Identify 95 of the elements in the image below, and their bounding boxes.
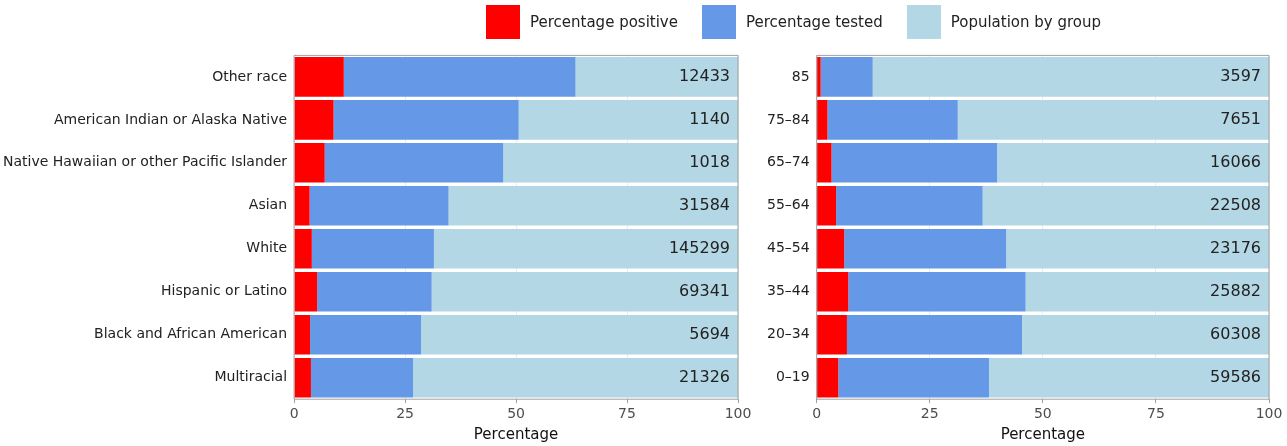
y-tick-label: White: [246, 239, 288, 256]
y-tick-label: 35–44: [766, 282, 810, 299]
bar: [333, 100, 519, 140]
bar: [1006, 229, 1269, 269]
y-tick-label: Multiracial: [214, 368, 288, 385]
x-tick-label: 100: [724, 405, 752, 422]
y-tick-label: Hispanic or Latino: [161, 282, 288, 299]
annotation: 1140: [689, 109, 730, 129]
y-tick-label: 20–34: [766, 325, 810, 342]
bar: [448, 186, 738, 226]
bar: [421, 314, 738, 355]
bar: [294, 357, 311, 398]
bar: [309, 186, 449, 226]
bar: [827, 100, 958, 140]
y-tick-label: Black and African American: [94, 325, 288, 342]
x-tick-label: 0: [812, 405, 822, 422]
legend-label: Percentage tested: [745, 13, 883, 31]
bar: [294, 186, 310, 226]
bar: [997, 143, 1269, 183]
bar: [518, 100, 738, 140]
bar: [817, 271, 849, 312]
bar: [294, 143, 325, 183]
annotation: 12433: [679, 66, 730, 86]
x-tick-label: 0: [289, 405, 299, 422]
annotation: 69341: [679, 280, 730, 300]
bar: [433, 229, 738, 269]
bar: [846, 314, 1023, 355]
y-tick-label: Native Hawaiian or other Pacific Islander: [2, 153, 288, 170]
bar: [294, 271, 318, 312]
annotation: 60308: [1210, 323, 1261, 343]
y-tick-label: Asian: [248, 196, 288, 213]
annotation: 1018: [689, 151, 730, 171]
bar: [817, 143, 832, 183]
bar: [817, 229, 845, 269]
bar: [817, 186, 837, 226]
y-tick-label: 65–74: [766, 153, 810, 170]
y-tick-label: 75–84: [766, 110, 810, 127]
bar: [844, 229, 1007, 269]
x-axis-title: Percentage: [473, 424, 559, 443]
bar: [294, 57, 344, 97]
bar: [831, 143, 998, 183]
x-tick-label: 50: [507, 405, 525, 422]
bar: [431, 271, 738, 312]
legend-label: Percentage positive: [529, 13, 678, 31]
annotation: 16066: [1210, 151, 1261, 171]
bar: [982, 186, 1269, 226]
x-axis-title: Percentage: [1000, 424, 1086, 443]
y-tick-label: Other race: [212, 67, 288, 84]
bar: [838, 357, 989, 398]
x-tick-label: 75: [618, 405, 636, 422]
x-tick-label: 100: [1255, 405, 1283, 422]
annotation: 59586: [1210, 366, 1261, 386]
bar: [294, 229, 312, 269]
bar: [294, 100, 334, 140]
annotation: 22508: [1210, 194, 1261, 214]
y-tick-label: 0–19: [775, 368, 810, 385]
bar: [817, 357, 839, 398]
annotation: 3597: [1220, 66, 1261, 86]
bar: [820, 57, 873, 97]
annotation: 7651: [1220, 109, 1261, 129]
bar: [817, 57, 821, 97]
y-tick-label: 85: [791, 67, 810, 84]
x-tick-label: 50: [1033, 405, 1052, 422]
bar: [324, 143, 504, 183]
annotation: 21326: [679, 366, 730, 386]
bar: [872, 57, 1269, 97]
annotation: 5694: [689, 323, 730, 343]
x-tick-label: 75: [1146, 405, 1165, 422]
bar: [311, 229, 434, 269]
bar: [317, 271, 432, 312]
bar: [817, 100, 828, 140]
bar: [848, 271, 1026, 312]
bar: [503, 143, 738, 183]
y-tick-label: American Indian or Alaska Native: [53, 110, 288, 127]
annotation: 31584: [679, 194, 730, 214]
bar: [836, 186, 983, 226]
bar: [343, 57, 576, 97]
bar: [1022, 314, 1269, 355]
legend-label: Population by group: [950, 13, 1102, 31]
x-tick-label: 25: [396, 405, 414, 422]
annotation: 23176: [1210, 237, 1261, 257]
y-tick-label: 45–54: [766, 239, 810, 256]
bar: [988, 357, 1269, 398]
bar: [294, 314, 311, 355]
bar: [310, 357, 414, 398]
y-tick-label: 55–64: [766, 196, 810, 213]
bar: [1025, 271, 1269, 312]
annotation: 25882: [1210, 280, 1261, 300]
bar: [957, 100, 1269, 140]
x-tick-label: 25: [920, 405, 939, 422]
annotation: 145299: [668, 237, 730, 257]
bar: [575, 57, 738, 97]
bar: [817, 314, 847, 355]
bar: [310, 314, 422, 355]
bar: [413, 357, 738, 398]
